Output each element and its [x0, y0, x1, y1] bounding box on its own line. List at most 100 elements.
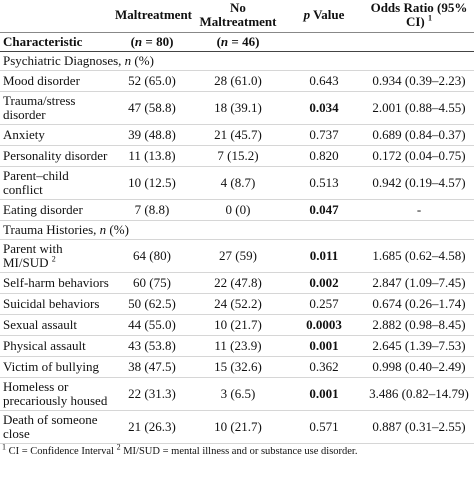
column-header: Odds Ratio (95% CI)	[370, 0, 468, 29]
cell: 22 (47.8)	[192, 272, 284, 294]
cell: 0.362	[284, 356, 364, 378]
section-title: Trauma Histories, n (%)	[0, 220, 474, 240]
row-header-label: Characteristic	[3, 34, 83, 49]
no-maltreatment-value: 18 (39.1)	[214, 100, 262, 115]
sample-size: (	[216, 34, 221, 49]
row-label: Suicidal behaviors	[3, 296, 100, 311]
odds-ratio: 1.685 (0.62–4.58)	[372, 248, 466, 263]
column-header-var: p	[303, 7, 311, 22]
p-value: 0.001	[309, 338, 339, 353]
no-maltreatment-value: 4 (8.7)	[220, 175, 256, 190]
row-label-cell: Parent–child conflict	[0, 166, 112, 200]
data-row: Sexual assault 44 (55.0) 10 (21.7) 0.0003 2.…	[0, 314, 474, 336]
odds-ratio: -	[416, 202, 422, 217]
section-title-text: n	[124, 53, 132, 68]
footnote-mark: 1	[2, 442, 6, 452]
cell: 60 (75)	[112, 272, 192, 294]
row-label: Personality disorder	[3, 148, 108, 163]
odds-ratio: 0.172 (0.04–0.75)	[372, 148, 466, 163]
sample-size: n	[220, 34, 229, 49]
cell: 0.571	[284, 410, 364, 444]
odds-ratio: 0.887 (0.31–2.55)	[372, 419, 466, 434]
row-label: Trauma/stress disorder	[3, 93, 76, 122]
p-value: 0.034	[309, 100, 339, 115]
maltreatment-value: 47 (58.8)	[128, 100, 176, 115]
cell: 0.002	[284, 272, 364, 294]
row-label-cell: Victim of bullying	[0, 356, 112, 378]
no-maltreatment-value: 10 (21.7)	[214, 317, 262, 332]
footnote-text: CI = Confidence Interval	[8, 446, 114, 457]
no-maltreatment-value: 11 (23.9)	[214, 338, 262, 353]
data-row: Mood disorder 52 (65.0) 28 (61.0) 0.643 0.93…	[0, 70, 474, 92]
cell: 28 (61.0)	[192, 70, 284, 92]
row-label-cell: Trauma/stress disorder	[0, 91, 112, 125]
cell: 11 (13.8)	[112, 145, 192, 167]
cell: 0.257	[284, 293, 364, 315]
footnote-mark: 2	[51, 254, 56, 264]
header-cell	[0, 0, 112, 33]
footnote-text: MI/SUD = mental illness and or substance…	[123, 446, 358, 457]
p-value: 0.513	[309, 175, 339, 190]
p-value: 0.002	[309, 275, 339, 290]
cell: 0.011	[284, 239, 364, 273]
maltreatment-value: 21 (26.3)	[128, 419, 176, 434]
maltreatment-value: 11 (13.8)	[128, 148, 176, 163]
footnotes: 1 CI = Confidence Interval 2 MI/SUD = me…	[0, 442, 474, 460]
header-row: Maltreatment No Maltreatment p Value Odds R…	[0, 0, 474, 33]
data-row: Victim of bullying 38 (47.5) 15 (32.6) 0.36…	[0, 356, 474, 378]
no-maltreatment-value: 10 (21.7)	[214, 419, 262, 434]
maltreatment-value: 44 (55.0)	[128, 317, 176, 332]
data-table: Maltreatment No Maltreatment p Value Odds R…	[0, 0, 474, 444]
cell: 44 (55.0)	[112, 314, 192, 336]
p-value: 0.257	[309, 296, 339, 311]
cell: 52 (65.0)	[112, 70, 192, 92]
sample-size: (	[130, 34, 135, 49]
row-label-cell: Sexual assault	[0, 314, 112, 336]
cell: 2.882 (0.98–8.45)	[364, 314, 474, 336]
maltreatment-value: 64 (80)	[133, 248, 171, 263]
data-row: Trauma/stress disorder 47 (58.8) 18 (39.1)…	[0, 91, 474, 125]
odds-ratio: 0.934 (0.39–2.23)	[372, 73, 466, 88]
section-title-text: (%)	[109, 222, 129, 237]
row-label: Physical assault	[3, 338, 86, 353]
cell: 0.737	[284, 124, 364, 146]
table-body: Maltreatment No Maltreatment p Value Odds R…	[0, 0, 474, 444]
p-value: 0.362	[309, 359, 339, 374]
data-row: Anxiety 39 (48.8) 21 (45.7) 0.737 0.689 (0.8…	[0, 124, 474, 146]
maltreatment-value: 38 (47.5)	[128, 359, 176, 374]
data-row: Physical assault 43 (53.8) 11 (23.9) 0.001 2…	[0, 335, 474, 357]
cell: 0.001	[284, 377, 364, 411]
sample-size: = 46)	[231, 34, 260, 49]
odds-ratio: 0.689 (0.84–0.37)	[372, 127, 466, 142]
odds-ratio: 0.942 (0.19–4.57)	[372, 175, 466, 190]
maltreatment-value: 22 (31.3)	[128, 386, 176, 401]
row-label-cell: Anxiety	[0, 124, 112, 146]
cell: 0.934 (0.39–2.23)	[364, 70, 474, 92]
cell: 2.847 (1.09–7.45)	[364, 272, 474, 294]
p-value: 0.571	[309, 419, 339, 434]
row-label: Parent–child conflict	[3, 168, 69, 197]
maltreatment-value: 43 (53.8)	[128, 338, 176, 353]
cell: 27 (59)	[192, 239, 284, 273]
data-row: Parent with MI/SUD 2 64 (80) 27 (59) 0.011 1…	[0, 239, 474, 273]
cell: 10 (12.5)	[112, 166, 192, 200]
maltreatment-value: 10 (12.5)	[128, 175, 176, 190]
row-label-cell: Death of someone close	[0, 410, 112, 444]
cell: 2.001 (0.88–4.55)	[364, 91, 474, 125]
section-title-text: (%)	[134, 53, 154, 68]
subheader-cell	[284, 32, 364, 52]
cell: 11 (23.9)	[192, 335, 284, 357]
section-title-text: n	[99, 222, 107, 237]
row-label: Homeless or precariously housed	[3, 379, 108, 408]
maltreatment-value: 52 (65.0)	[128, 73, 176, 88]
section-title-text: Trauma Histories,	[3, 222, 97, 237]
row-label: Death of someone close	[3, 412, 98, 441]
row-label: Parent with MI/SUD	[3, 241, 63, 270]
cell: 38 (47.5)	[112, 356, 192, 378]
no-maltreatment-value: 15 (32.6)	[214, 359, 262, 374]
cell: 10 (21.7)	[192, 314, 284, 336]
data-row: Eating disorder 7 (8.8) 0 (0) 0.047 -	[0, 199, 474, 221]
header-cell: p Value	[284, 0, 364, 33]
odds-ratio: 2.645 (1.39–7.53)	[372, 338, 466, 353]
row-label-cell: Personality disorder	[0, 145, 112, 167]
